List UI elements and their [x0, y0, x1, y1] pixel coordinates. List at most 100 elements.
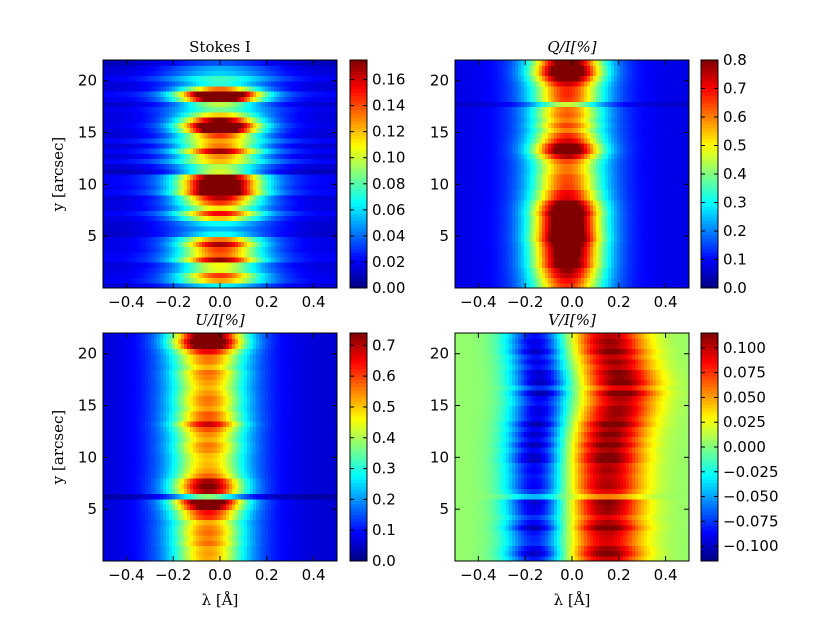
heatmap-cell	[286, 231, 290, 237]
heatmap-cell	[265, 194, 269, 201]
heatmap-cell	[298, 184, 302, 191]
heatmap-cell	[241, 225, 245, 232]
heatmap-cell	[253, 272, 257, 279]
heatmap-cell	[256, 256, 260, 263]
heatmap-cell	[184, 179, 188, 185]
heatmap-cell	[139, 225, 143, 232]
heatmap-cell	[175, 225, 179, 232]
heatmap-cell	[178, 282, 182, 289]
heatmap-cell	[109, 168, 113, 175]
heatmap-cell	[331, 256, 335, 263]
heatmap-cell	[193, 215, 197, 222]
heatmap-cell	[193, 205, 197, 211]
heatmap-cell	[211, 282, 215, 289]
heatmap-cell	[259, 168, 263, 175]
heatmap-cell	[238, 231, 242, 237]
heatmap-cell	[280, 231, 284, 237]
heatmap-cell	[124, 210, 128, 217]
heatmap-cell	[220, 205, 224, 211]
heatmap-cell	[190, 267, 194, 274]
heatmap-cell	[250, 179, 254, 185]
heatmap-cell	[184, 205, 188, 211]
heatmap-cell	[232, 225, 236, 232]
colorbar-swatch	[350, 70, 367, 75]
heatmap-cell	[322, 256, 326, 263]
heatmap-cell	[268, 205, 272, 211]
heatmap-cell	[157, 168, 161, 175]
heatmap-cell	[172, 210, 176, 217]
heatmap-cell	[325, 179, 329, 185]
colorbar-swatch	[350, 174, 367, 179]
heatmap-cell	[253, 256, 257, 263]
heatmap-cell	[178, 251, 182, 258]
heatmap-cell	[253, 215, 257, 222]
colorbar-swatch	[350, 245, 367, 250]
heatmap-cell	[262, 220, 266, 227]
heatmap-cell	[292, 282, 296, 289]
heatmap-cell	[271, 225, 275, 232]
heatmap-cell	[124, 256, 128, 263]
heatmap-cell	[226, 168, 230, 175]
colorbar-swatch	[350, 181, 367, 186]
heatmap-cell	[169, 236, 173, 242]
heatmap-cell	[247, 282, 251, 289]
heatmap-cell	[298, 256, 302, 263]
heatmap-cell	[334, 256, 338, 263]
heatmap-cell	[127, 272, 131, 279]
heatmap-cell	[199, 179, 203, 185]
heatmap-cell	[313, 246, 317, 253]
heatmap-cell	[250, 236, 254, 242]
colorbar-swatch	[350, 184, 367, 189]
heatmap-cell	[220, 168, 224, 175]
heatmap-cell	[268, 256, 272, 263]
heatmap-cell	[328, 241, 332, 248]
heatmap-cell	[256, 251, 260, 258]
heatmap-cell	[193, 272, 197, 279]
heatmap-cell	[187, 174, 191, 180]
heatmap-cell	[121, 220, 125, 227]
heatmap-cell	[286, 267, 290, 274]
heatmap-cell	[154, 225, 158, 232]
heatmap-cell	[214, 236, 218, 242]
heatmap-cell	[190, 241, 194, 248]
heatmap-cell	[187, 220, 191, 227]
heatmap-cell	[136, 225, 140, 232]
heatmap-cell	[244, 262, 248, 268]
heatmap-cell	[232, 256, 236, 263]
heatmap-cell	[163, 179, 167, 185]
heatmap-cell	[292, 236, 296, 242]
heatmap-cell	[148, 184, 152, 191]
heatmap-cell	[277, 236, 281, 242]
heatmap-cell	[223, 251, 227, 258]
colorbar-swatch	[350, 124, 367, 129]
heatmap-cell	[307, 262, 311, 268]
heatmap-cell	[145, 282, 149, 289]
heatmap-cell	[103, 231, 107, 237]
heatmap-cell	[316, 220, 320, 227]
heatmap-cell	[304, 256, 308, 263]
heatmap-cell	[250, 282, 254, 289]
heatmap-cell	[235, 246, 239, 253]
heatmap-cell	[196, 246, 200, 253]
heatmap-cell	[106, 215, 110, 222]
heatmap-cell	[316, 236, 320, 242]
heatmap-cell	[187, 262, 191, 268]
heatmap-cell	[301, 225, 305, 232]
heatmap-cell	[202, 205, 206, 211]
heatmap-cell	[277, 251, 281, 258]
heatmap-cell	[325, 215, 329, 222]
heatmap-cell	[223, 267, 227, 274]
heatmap-cell	[169, 210, 173, 217]
heatmap-cell	[292, 225, 296, 232]
heatmap-cell	[304, 210, 308, 217]
heatmap-cell	[133, 272, 137, 279]
colorbar-swatch	[350, 163, 367, 168]
heatmap-cell	[328, 256, 332, 263]
heatmap-cell	[331, 168, 335, 175]
heatmap-cell	[154, 262, 158, 268]
heatmap-cell	[148, 199, 152, 206]
heatmap-cell	[322, 189, 326, 196]
heatmap-cell	[142, 189, 146, 196]
heatmap-cell	[283, 179, 287, 185]
heatmap-cell	[220, 267, 224, 274]
